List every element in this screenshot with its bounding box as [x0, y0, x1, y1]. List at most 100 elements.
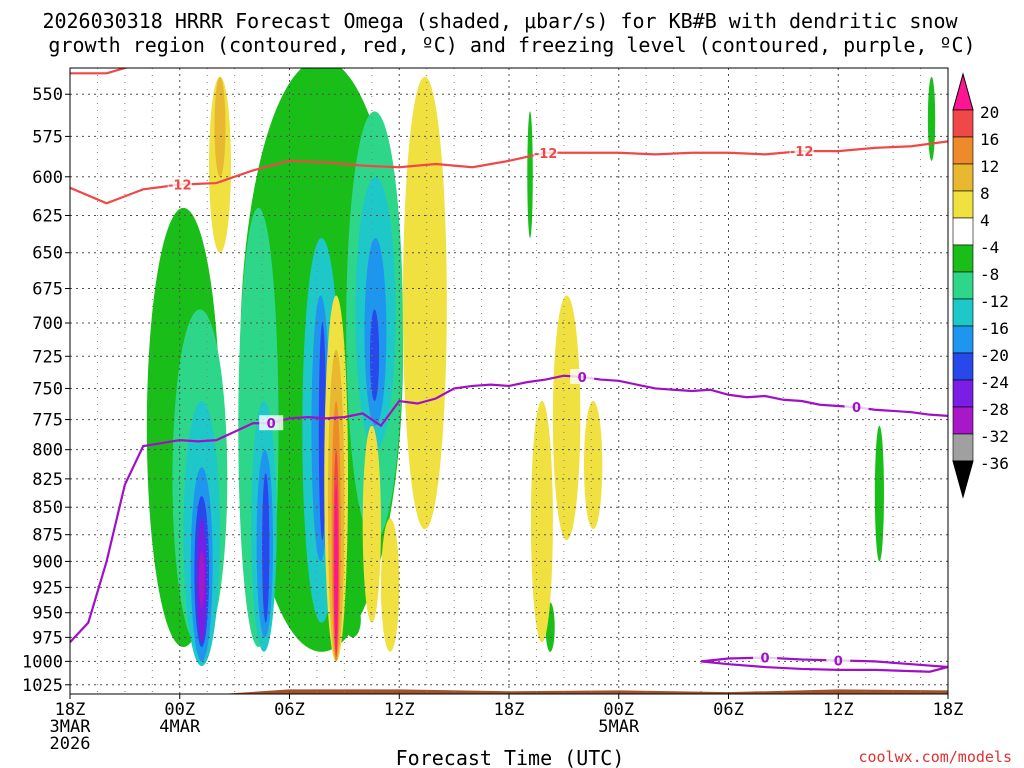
colorbar-label: 8: [980, 184, 990, 203]
dgz-contour-label: -12: [168, 179, 192, 194]
colorbar-segment: [952, 352, 974, 381]
freezing-level-label-bg: [844, 399, 869, 415]
omega-region: [214, 76, 226, 177]
freezing-level-label-bg: [570, 369, 595, 385]
y-tick-label: 750: [32, 379, 63, 399]
omega-region: [402, 76, 447, 530]
omega-region: [874, 425, 884, 562]
credit-text: coolwx.com/models: [858, 748, 1012, 766]
x-tick-label: 4MAR: [159, 717, 201, 737]
colorbar-label: 4: [980, 211, 990, 230]
omega-region: [530, 401, 553, 643]
y-tick-label: 700: [32, 314, 63, 334]
colorbar-segment: [952, 406, 974, 435]
y-tick-label: 900: [32, 552, 63, 572]
colorbar-segment: [952, 217, 974, 246]
dgz-contour-label: -12: [790, 145, 814, 160]
plot-layers: -12 -12 -12 0 0 0 0 0: [70, 68, 948, 694]
freezing-level-label-bg: [259, 415, 284, 431]
colorbar-segment: [952, 379, 974, 408]
plot-area: -12 -12 -12 0 0 0 0 0: [70, 68, 948, 694]
omega-region: [583, 401, 603, 530]
omega-region: [552, 295, 581, 541]
colorbar-segment: [952, 325, 974, 354]
colorbar-label: -28: [980, 400, 1009, 419]
dgz-contour-label-bg: [789, 143, 814, 159]
x-tick-label: 18Z: [55, 700, 86, 720]
omega-region: [318, 323, 327, 541]
colorbar-bottom-triangle: [952, 460, 974, 499]
freezing-level-label: 0: [834, 654, 843, 669]
y-tick-label: 625: [32, 206, 63, 226]
colorbar-label: -4: [980, 238, 999, 257]
colorbar-segment: [952, 190, 974, 219]
freezing-level-label-bg: [753, 649, 778, 665]
y-tick-label: 1025: [22, 676, 63, 696]
freezing-level-label: 0: [852, 401, 861, 416]
colorbar-label: 20: [980, 103, 999, 122]
colorbar-label: -8: [980, 265, 999, 284]
x-tick-label: 5MAR: [598, 717, 640, 737]
omega-region: [927, 76, 936, 161]
y-tick-label: 925: [32, 578, 63, 598]
dgz-contour-label-bg: [167, 176, 192, 192]
y-tick-label: 875: [32, 526, 63, 546]
colorbar-label: -12: [980, 292, 1009, 311]
x-tick-label: 2026: [50, 734, 91, 754]
colorbar-segment: [952, 298, 974, 327]
freezing-level-label: 0: [267, 417, 276, 432]
y-tick-label: 650: [32, 244, 63, 264]
freezing-level-label: 0: [578, 371, 587, 386]
colorbar-label: 12: [980, 157, 999, 176]
x-tick-label: 00Z: [603, 700, 634, 720]
omega-region: [262, 473, 270, 623]
x-tick-label: 18Z: [494, 700, 525, 720]
colorbar-label: -16: [980, 319, 1009, 338]
colorbar-label: 16: [980, 130, 999, 149]
colorbar: 20 16 12 8 4 -4 -8 -12 -16 -20 -24 -28 -32 -36: [952, 72, 1009, 499]
y-tick-label: 575: [32, 127, 63, 147]
axes: 550 575 600 625 650 675 700 725 750 775 800 825 850 8…: [22, 67, 964, 754]
freezing-level-line: [700, 656, 948, 673]
x-tick-label: 12Z: [823, 700, 854, 720]
y-tick-label: 950: [32, 604, 63, 624]
freezing-level-label: 0: [761, 652, 770, 667]
y-tick-label: 550: [32, 85, 63, 105]
dgz-contour-label: -12: [534, 147, 558, 162]
colorbar-segment: [952, 109, 974, 138]
omega-region: [198, 550, 205, 608]
colorbar-top-triangle: [952, 72, 974, 111]
x-axis-label: Forecast Time (UTC): [396, 746, 625, 768]
colorbar-label: -20: [980, 346, 1009, 365]
y-tick-label: 725: [32, 347, 63, 367]
colorbar-segment: [952, 244, 974, 273]
y-tick-label: 850: [32, 498, 63, 518]
y-tick-label: 775: [32, 411, 63, 431]
dgz-contour-label-bg: [533, 144, 558, 160]
y-tick-label: 600: [32, 168, 63, 188]
x-tick-label: 06Z: [274, 700, 305, 720]
colorbar-segment: [952, 136, 974, 165]
omega-region: [527, 111, 533, 238]
colorbar-label: -36: [980, 454, 1009, 473]
colorbar-segment: [952, 433, 974, 462]
colorbar-segment: [952, 163, 974, 192]
x-tick-label: 00Z: [164, 700, 195, 720]
omega-region: [362, 425, 381, 623]
colorbar-label: -32: [980, 427, 1009, 446]
y-tick-label: 675: [32, 280, 63, 300]
x-tick-label: 12Z: [384, 700, 415, 720]
chart-title-line2: growth region (contoured, red, ºC) and f…: [48, 33, 975, 57]
omega-region: [369, 309, 380, 402]
colorbar-label: -24: [980, 373, 1009, 392]
x-tick-label: 3MAR: [50, 717, 92, 737]
colorbar-segment: [952, 271, 974, 300]
x-tick-label: 18Z: [933, 700, 964, 720]
y-tick-label: 800: [32, 441, 63, 461]
x-tick-label: 06Z: [713, 700, 744, 720]
freezing-level-label-bg: [826, 652, 851, 668]
freezing-level-line: [70, 374, 948, 643]
omega-region: [344, 602, 361, 638]
y-tick-label: 1000: [22, 652, 63, 672]
